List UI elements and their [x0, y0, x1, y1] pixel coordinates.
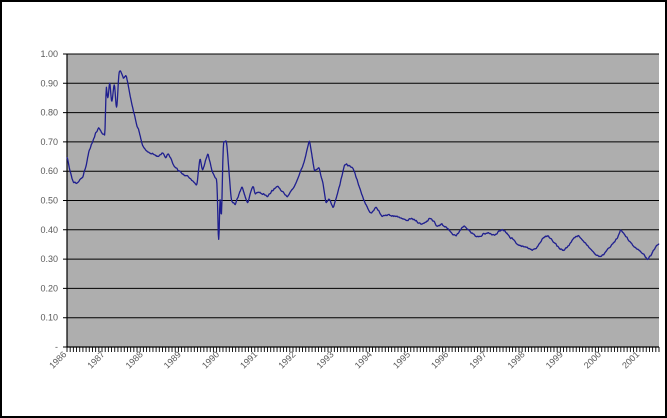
svg-text:1995: 1995 [391, 349, 412, 370]
svg-text:2000: 2000 [582, 349, 603, 370]
svg-text:1988: 1988 [124, 349, 145, 370]
svg-text:1999: 1999 [544, 349, 565, 370]
svg-text:1998: 1998 [505, 349, 526, 370]
svg-text:-: - [55, 342, 58, 352]
svg-text:1993: 1993 [315, 349, 336, 370]
svg-text:0.70: 0.70 [40, 137, 58, 147]
svg-text:2001: 2001 [620, 349, 641, 370]
svg-text:0.10: 0.10 [40, 313, 58, 323]
svg-text:1989: 1989 [162, 349, 183, 370]
svg-text:1996: 1996 [429, 349, 450, 370]
svg-text:0.80: 0.80 [40, 108, 58, 118]
svg-text:1990: 1990 [200, 349, 221, 370]
svg-text:1.00: 1.00 [40, 49, 58, 59]
svg-text:1992: 1992 [276, 349, 297, 370]
svg-text:1986: 1986 [47, 349, 68, 370]
svg-text:1987: 1987 [85, 349, 106, 370]
svg-text:0.50: 0.50 [40, 196, 58, 206]
svg-text:1994: 1994 [353, 349, 374, 370]
svg-text:0.60: 0.60 [40, 166, 58, 176]
svg-text:1997: 1997 [467, 349, 488, 370]
svg-text:0.30: 0.30 [40, 254, 58, 264]
svg-text:0.90: 0.90 [40, 78, 58, 88]
svg-text:0.20: 0.20 [40, 283, 58, 293]
svg-text:0.40: 0.40 [40, 225, 58, 235]
svg-text:1991: 1991 [238, 349, 259, 370]
